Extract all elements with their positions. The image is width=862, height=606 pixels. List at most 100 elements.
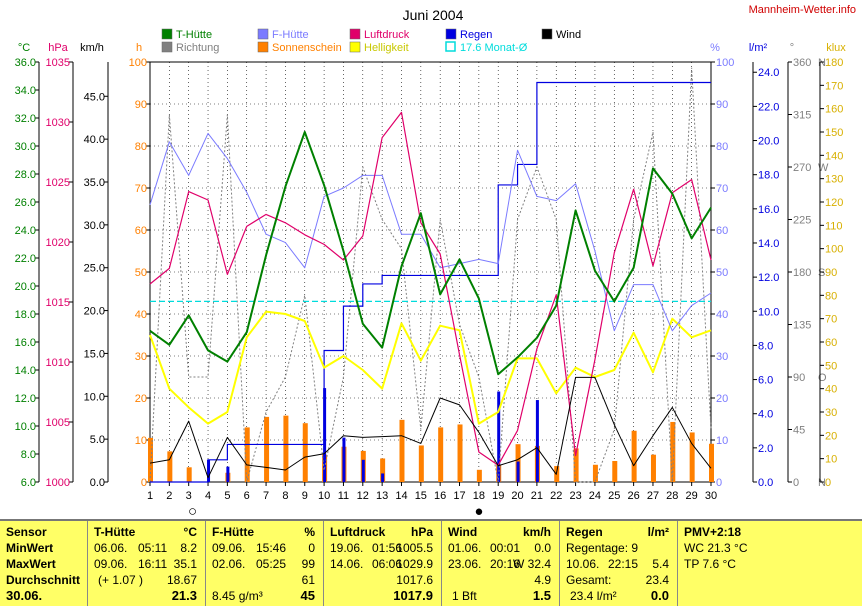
direction-label: O — [818, 372, 827, 384]
t-huette-avg-delta: (+ 1.07 ) — [98, 573, 144, 587]
legend-label: T-Hütte — [176, 29, 212, 41]
x-tick-label: 7 — [263, 490, 269, 502]
direction-label: S — [818, 267, 825, 279]
luftdruck-current: 1017.9 — [393, 588, 433, 603]
y-tick-label: 34.0 — [15, 85, 36, 97]
x-tick-label: 4 — [205, 490, 211, 502]
y-tick-label: 24.0 — [15, 225, 36, 237]
y-tick-label: 40 — [135, 309, 147, 321]
y-tick-label: 1025 — [46, 177, 70, 189]
legend-label: Wind — [556, 29, 581, 41]
legend-label: Helligkeit — [364, 42, 409, 54]
regen-max-value: 5.4 — [652, 557, 669, 571]
y-tick-label: 20 — [135, 393, 147, 405]
rain-daily-bar — [381, 473, 385, 482]
y-tick-label: 28.0 — [15, 169, 36, 181]
x-tick-label: 17 — [453, 490, 465, 502]
legend-swatch — [349, 41, 361, 53]
y-tick-label: 10.0 — [15, 421, 36, 433]
wind-min-time: 00:01 — [490, 541, 521, 555]
y-tick-label: 315 — [793, 110, 811, 122]
legend-swatch — [445, 28, 457, 40]
y-tick-label: 35.0 — [84, 177, 105, 189]
x-tick-label: 1 — [147, 490, 153, 502]
wind-header: Wind — [448, 525, 478, 539]
legend: T-Hütte F-Hütte Luftdruck Regen Wind Richtung… — [161, 28, 581, 54]
y-tick-label: 100 — [716, 57, 734, 69]
sunshine-bar — [573, 448, 579, 482]
y-tick-label: 0 — [141, 477, 147, 489]
axes: 1 2 3 4 5 6 7 8 9 10 11 12 13 14 15 16 17 18 19 20 21 22 23 24 2… — [15, 57, 844, 519]
regen-month-sum: 23.4 l/m² — [570, 589, 617, 603]
sunshine-bar — [186, 467, 192, 482]
legend-swatch — [257, 41, 269, 53]
unit-deg: ° — [790, 42, 794, 54]
regen-current: 0.0 — [650, 588, 669, 603]
x-tick-label: 15 — [415, 490, 427, 502]
series-line-t-huette — [149, 131, 712, 376]
y-tick-label: 1030 — [46, 117, 70, 129]
pmv-header: PMV+2:18 — [684, 525, 742, 539]
stats-row-min: MinWert — [6, 541, 54, 555]
f-huette-min-value: 0 — [308, 541, 315, 555]
legend-swatch — [445, 41, 456, 52]
y-tick-label: 130 — [825, 174, 843, 186]
x-tick-label: 8 — [282, 490, 288, 502]
y-tick-label: 90 — [716, 99, 728, 111]
y-tick-label: 150 — [825, 127, 843, 139]
site-link[interactable]: Mannheim-Wetter.info — [749, 4, 856, 16]
pmv-dewpoint: TP 7.6 °C — [684, 557, 736, 571]
y-tick-label: 40.0 — [84, 134, 105, 146]
y-tick-label: 24.0 — [758, 67, 779, 79]
x-tick-label: 27 — [647, 490, 659, 502]
wind-min-value: 0.0 — [534, 541, 551, 555]
x-tick-label: 22 — [550, 490, 562, 502]
y-tick-label: 140 — [825, 150, 843, 162]
y-tick-label: 0 — [825, 477, 831, 489]
f-huette-max-value: 99 — [301, 557, 315, 571]
y-tick-label: 30 — [716, 351, 728, 363]
wind-avg-value: 4.9 — [534, 573, 551, 587]
x-tick-label: 10 — [318, 490, 330, 502]
unit-hpa: hPa — [48, 42, 68, 54]
sunshine-bar — [283, 415, 289, 482]
y-tick-label: 180 — [793, 267, 811, 279]
legend-label: 17.6 Monat-Ø — [460, 42, 528, 54]
y-tick-label: 14.0 — [758, 238, 779, 250]
t-huette-unit: °C — [183, 525, 197, 539]
series-line-richtung — [149, 67, 712, 483]
regen-max-date: 10.06. — [566, 557, 600, 571]
legend-label: Richtung — [176, 42, 219, 54]
f-huette-max-date: 02.06. — [212, 557, 246, 571]
sunshine-bar — [399, 419, 405, 482]
sunshine-bar — [631, 430, 637, 482]
y-tick-label: 70 — [135, 183, 147, 195]
y-tick-label: 180 — [825, 57, 843, 69]
wind-max-time: 20:16 — [490, 557, 521, 571]
luftdruck-min-value: 1005.5 — [396, 541, 433, 555]
y-tick-label: 6.0 — [758, 375, 773, 387]
y-tick-label: 1020 — [46, 237, 70, 249]
t-huette-max-time: 16:11 — [138, 557, 168, 571]
y-tick-label: 16.0 — [15, 337, 36, 349]
series-line-luftdruck — [149, 111, 712, 466]
y-tick-label: 1035 — [46, 57, 70, 69]
regen-total-value: 23.4 — [645, 573, 669, 587]
y-tick-label: 80 — [825, 290, 837, 302]
f-huette-avg-value: 61 — [301, 573, 315, 587]
y-tick-label: 60 — [825, 337, 837, 349]
legend-swatch — [349, 28, 361, 40]
f-huette-header: F-Hütte — [212, 525, 254, 539]
y-tick-label: 1000 — [46, 477, 70, 489]
luftdruck-max-time: 06:06 — [372, 557, 403, 571]
y-tick-label: 90 — [793, 372, 805, 384]
pmv-windchill: WC 21.3 °C — [684, 541, 748, 555]
y-tick-label: 30 — [825, 407, 837, 419]
sunshine-bar — [244, 427, 250, 482]
sunshine-bar — [650, 454, 656, 482]
stats-row-date: 30.06. — [6, 588, 43, 603]
wind-max-value: W 32.4 — [512, 557, 551, 571]
stats-col-regen: Regen l/m² Regentage: 9 10.06. 22:15 5.4… — [560, 521, 678, 606]
y-tick-label: 10 — [825, 454, 837, 466]
luftdruck-max-date: 14.06. — [330, 557, 364, 571]
